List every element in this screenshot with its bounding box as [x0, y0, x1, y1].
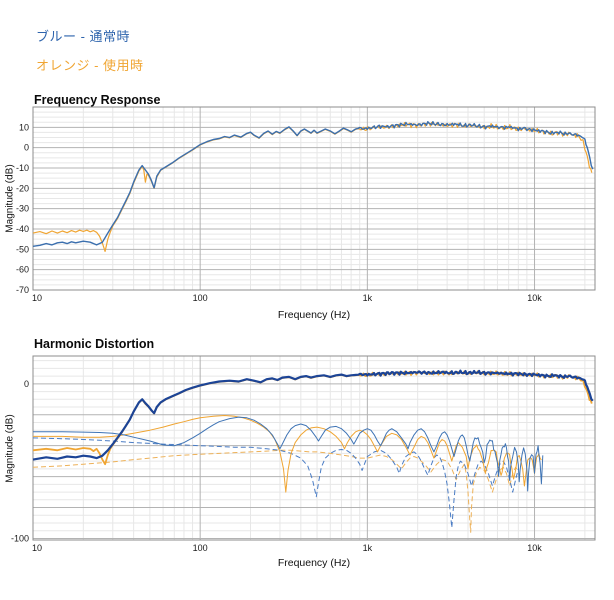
hd-blue-h2: [33, 416, 544, 492]
tick-label: -70: [16, 285, 29, 295]
tick-label: -100: [11, 533, 29, 543]
hd-blue-h3-dashed: [32, 437, 519, 529]
tick-label: 10: [32, 543, 42, 553]
tick-label: -40: [16, 224, 29, 234]
chart-title-harmonic-distortion: Harmonic Distortion: [34, 337, 155, 351]
tick-label: 0: [24, 143, 29, 153]
tick-label: 10: [32, 293, 42, 303]
tick-label: -50: [16, 244, 29, 254]
hd-orange-fundamental: [32, 370, 593, 466]
tick-label: 100: [193, 293, 208, 303]
fr-orange-in-use: [32, 121, 593, 252]
harmonic-distortion-plot: 10 100 1k 10k 0 -100: [11, 355, 596, 553]
tick-label: -60: [16, 265, 29, 275]
x-axis-label-harmonic-distortion: Frequency (Hz): [277, 557, 351, 569]
tick-label: 10: [19, 122, 29, 132]
tick-label: 0: [24, 379, 29, 389]
hd-blue-fundamental: [32, 369, 594, 461]
tick-label: -20: [16, 183, 29, 193]
legend-orange-in-use: オレンジ - 使用時: [36, 58, 144, 73]
tick-label: 100: [193, 543, 208, 553]
y-axis-label-frequency-response: Magnitude (dB): [4, 164, 16, 233]
tick-label: 10k: [527, 293, 542, 303]
tick-label: 1k: [363, 293, 373, 303]
tick-label: -10: [16, 163, 29, 173]
fr-blue-normal: [32, 121, 594, 247]
chart-title-frequency-response: Frequency Response: [34, 93, 161, 107]
tick-label: 1k: [363, 543, 373, 553]
tick-label: -30: [16, 204, 29, 214]
legend-blue-normal: ブルー - 通常時: [36, 29, 131, 44]
hd-orange-h3-dashed: [32, 449, 519, 533]
tick-label: 10k: [527, 543, 542, 553]
y-axis-label-harmonic-distortion: Magnitude (dB): [4, 414, 16, 483]
x-axis-label-frequency-response: Frequency (Hz): [277, 309, 351, 321]
